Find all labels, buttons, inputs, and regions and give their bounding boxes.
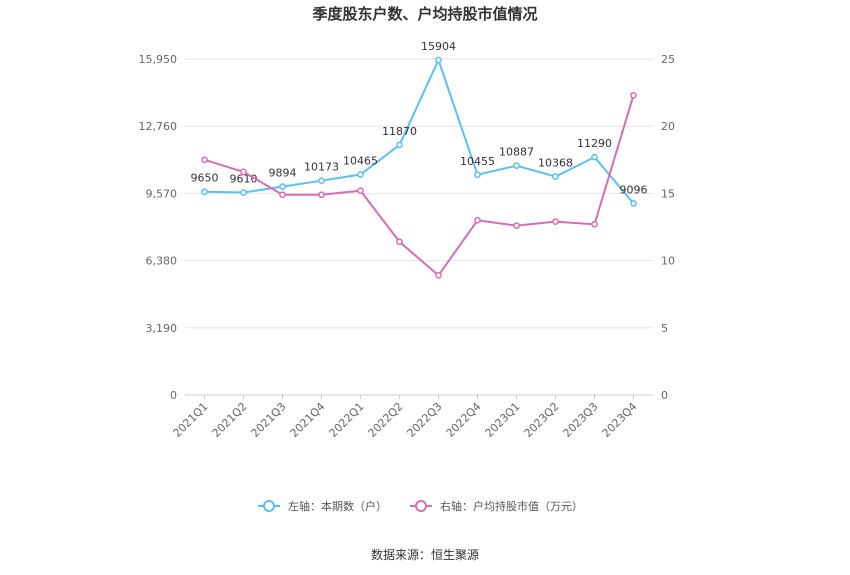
left-tick-label: 15,950 — [139, 53, 178, 66]
data-label: 9894 — [269, 167, 297, 180]
data-point-left — [513, 162, 520, 170]
data-point-left — [279, 183, 286, 190]
x-tick-label: 2022Q2 — [366, 400, 406, 440]
legend-item-left[interactable]: 左轴：本期数（户） — [258, 499, 387, 513]
x-tick-label: 2022Q4 — [444, 400, 484, 440]
data-label: 9650 — [191, 172, 219, 185]
data-point-right — [474, 216, 481, 224]
right-tick-label: 15 — [661, 187, 675, 200]
chart-title: 季度股东户数、户均持股市值情况 — [312, 5, 537, 23]
data-point-right — [279, 191, 286, 199]
data-point-right — [591, 220, 598, 228]
series-line-right — [204, 94, 635, 277]
data-point-left — [318, 177, 325, 185]
x-tick-label: 2021Q3 — [249, 400, 289, 440]
right-tick-label: 25 — [661, 53, 675, 66]
x-tick-label: 2021Q2 — [210, 400, 250, 440]
data-point-left — [552, 173, 559, 180]
data-point-right — [435, 272, 442, 279]
left-tick-label: 6,380 — [146, 255, 178, 268]
legend-label: 右轴：户均持股市值（万元） — [440, 499, 583, 513]
data-point-left — [435, 56, 442, 64]
right-tick-label: 20 — [661, 120, 675, 133]
legend[interactable]: 左轴：本期数（户） 右轴：户均持股市值（万元） — [258, 499, 583, 513]
right-tick-label: 0 — [661, 389, 668, 402]
x-tick-label: 2021Q4 — [288, 400, 328, 440]
series-line-left — [204, 57, 635, 205]
right-axis-ticks: 0 5 10 15 20 25 — [661, 53, 675, 402]
data-label: 10173 — [304, 161, 339, 174]
legend-marker — [263, 500, 275, 512]
x-axis-ticks: 2021Q12021Q22021Q32021Q42022Q12022Q22022… — [171, 395, 640, 440]
data-label: 9096 — [620, 183, 648, 196]
series-group: 9650 9610 9894 10173 10465118701590410455108… — [191, 40, 648, 279]
left-tick-label: 12,760 — [139, 120, 178, 133]
left-tick-label: 0 — [170, 389, 177, 402]
right-tick-label: 5 — [661, 322, 668, 335]
data-point-left — [396, 141, 403, 149]
legend-label: 左轴：本期数（户） — [288, 499, 387, 513]
data-point-left — [474, 171, 481, 179]
data-label: 11290 — [577, 137, 612, 150]
data-point-right — [630, 91, 637, 99]
x-tick-label: 2023Q3 — [561, 400, 601, 440]
data-label: 10455 — [460, 155, 495, 168]
source-note: 数据来源：恒生聚源 — [371, 547, 479, 562]
x-tick-label: 2022Q3 — [405, 400, 445, 440]
data-label: 10465 — [343, 155, 378, 168]
data-label: 10887 — [499, 146, 534, 159]
grid-lines — [185, 58, 653, 396]
data-label: 10368 — [538, 157, 573, 170]
left-tick-label: 9,570 — [146, 187, 178, 200]
data-point-right — [357, 187, 364, 195]
data-point-left — [201, 188, 208, 196]
data-point-right — [318, 191, 325, 199]
x-tick-label: 2022Q1 — [327, 400, 367, 440]
data-point-right — [240, 168, 247, 176]
data-point-right — [201, 156, 208, 164]
data-point-right — [396, 238, 403, 246]
x-tick-label: 2023Q2 — [522, 400, 562, 440]
left-axis-ticks: 0 3,190 6,380 9,570 12,760 15,950 — [139, 53, 178, 402]
x-tick-label: 2021Q1 — [171, 400, 211, 440]
data-point-right — [552, 218, 559, 225]
legend-item-right[interactable]: 右轴：户均持股市值（万元） — [410, 499, 583, 513]
data-point-left — [591, 153, 598, 161]
left-tick-label: 3,190 — [146, 322, 178, 335]
data-point-right — [513, 222, 520, 230]
x-tick-label: 2023Q1 — [483, 400, 523, 440]
data-point-left — [240, 189, 247, 196]
legend-marker — [415, 500, 427, 512]
x-tick-label: 2023Q4 — [600, 400, 640, 440]
data-label: 15904 — [421, 40, 456, 53]
right-tick-label: 10 — [661, 255, 675, 268]
data-label: 11870 — [382, 125, 417, 138]
data-point-left — [357, 171, 364, 178]
data-point-left — [630, 200, 637, 207]
